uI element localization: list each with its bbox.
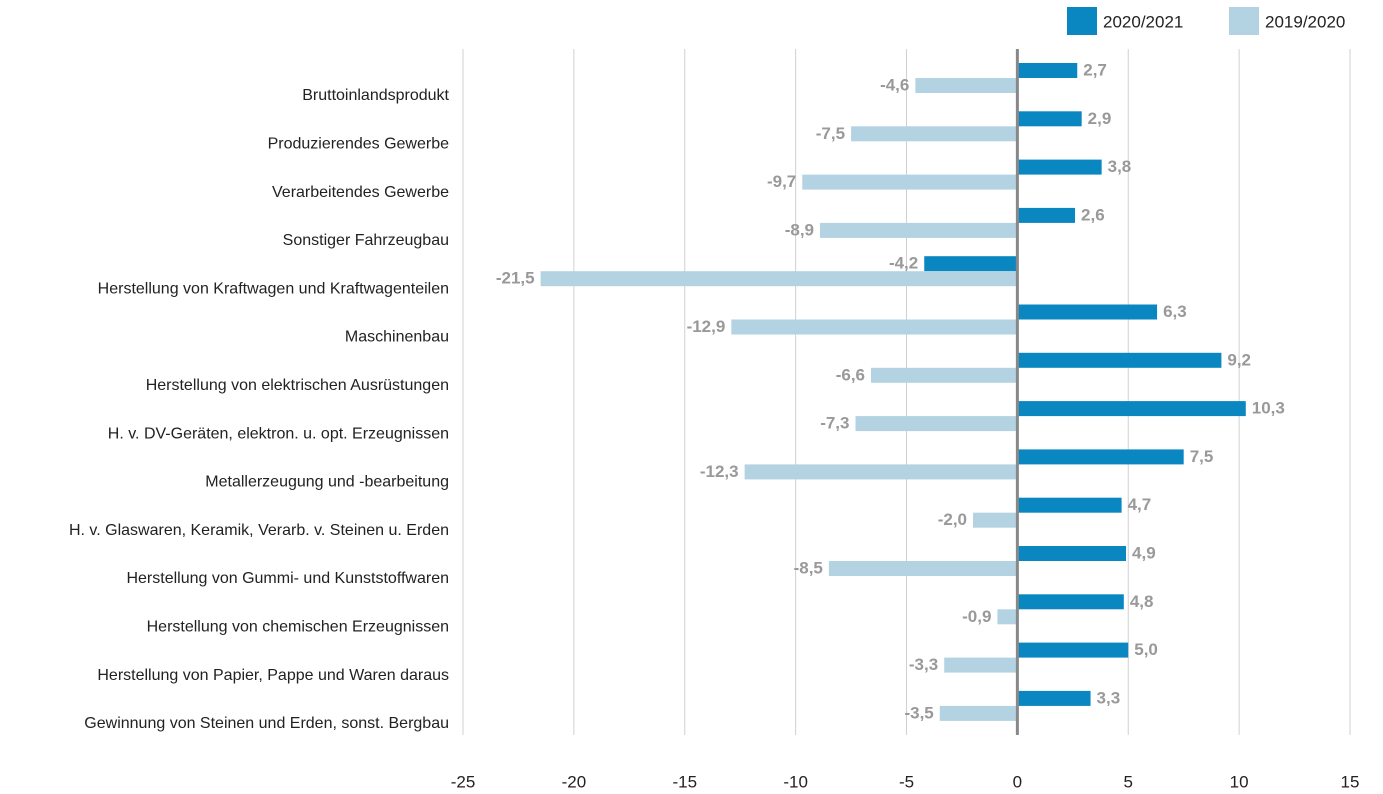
value-label: 2,7	[1083, 60, 1107, 79]
value-label: -12,9	[687, 317, 726, 336]
value-label: 3,3	[1097, 688, 1121, 707]
value-label: -7,3	[820, 414, 849, 433]
category-label: H. v. DV-Geräten, elektron. u. opt. Erze…	[108, 425, 449, 442]
value-label: 2,6	[1081, 205, 1105, 224]
bar	[744, 464, 1018, 480]
legend-label: 2020/2021	[1103, 12, 1183, 31]
value-label: -12,3	[700, 462, 739, 481]
bar	[820, 222, 1018, 238]
category-label: Herstellung von Gummi- und Kunststoffwar…	[126, 570, 449, 587]
value-label: -4,6	[880, 75, 909, 94]
bar	[915, 78, 1018, 93]
bar	[997, 609, 1018, 625]
x-tick-label: -5	[899, 772, 914, 791]
bar	[1017, 207, 1076, 223]
category-label: Sonstiger Fahrzeugbau	[283, 232, 449, 249]
bar	[1017, 159, 1102, 175]
x-tick-label: 10	[1230, 772, 1249, 791]
value-label: 5,0	[1134, 640, 1158, 659]
category-label: Gewinnung von Steinen und Erden, sonst. …	[84, 715, 449, 732]
x-tick-label: -15	[672, 772, 697, 791]
bar	[1017, 63, 1078, 78]
category-label: Herstellung von Kraftwagen und Kraftwage…	[98, 280, 449, 297]
value-label: -0,9	[962, 607, 991, 626]
bar	[828, 561, 1018, 576]
value-label: 3,8	[1108, 157, 1132, 176]
bar	[1017, 449, 1184, 465]
bar	[731, 319, 1018, 335]
category-label: Maschinenbau	[345, 329, 449, 346]
value-label: -3,5	[904, 703, 933, 722]
bar	[851, 126, 1018, 142]
x-tick-label: 5	[1124, 772, 1133, 791]
bar	[1017, 642, 1129, 658]
bar	[1017, 594, 1124, 610]
value-label: 2,9	[1088, 109, 1112, 128]
bar	[1017, 690, 1091, 706]
value-label: 9,2	[1227, 350, 1251, 369]
bar	[924, 256, 1018, 272]
value-label: -3,3	[909, 655, 938, 674]
category-label: H. v. Glaswaren, Keramik, Verarb. v. Ste…	[69, 522, 449, 539]
bar	[871, 367, 1018, 383]
category-label: Verarbeitendes Gewerbe	[272, 184, 449, 201]
value-label: -8,9	[785, 220, 814, 239]
x-tick-label: -20	[562, 772, 587, 791]
legend-label: 2019/2020	[1265, 12, 1345, 31]
category-label: Herstellung von chemischen Erzeugnissen	[147, 619, 449, 636]
value-label: -7,5	[816, 124, 845, 143]
bar	[1017, 546, 1127, 561]
bar	[939, 705, 1018, 721]
category-label: Herstellung von Papier, Pappe und Waren …	[97, 667, 449, 684]
value-label: 6,3	[1163, 302, 1187, 321]
category-label: Bruttoinlandsprodukt	[302, 87, 449, 104]
category-label: Herstellung von elektrischen Ausrüstunge…	[146, 377, 449, 394]
bar	[1017, 497, 1122, 513]
bar	[1017, 304, 1158, 320]
value-label: -21,5	[496, 269, 535, 288]
value-label: 4,8	[1130, 592, 1154, 611]
value-label: -8,5	[794, 558, 823, 577]
value-label: -9,7	[767, 172, 796, 191]
value-label: 7,5	[1190, 447, 1214, 466]
value-label: 4,7	[1128, 495, 1152, 514]
x-tick-label: -10	[783, 772, 808, 791]
value-label: -4,2	[889, 254, 918, 273]
x-tick-label: 0	[1013, 772, 1022, 791]
value-label: 4,9	[1132, 543, 1156, 562]
bar	[944, 657, 1018, 673]
bar	[855, 416, 1018, 432]
bar	[973, 512, 1018, 528]
x-tick-label: -25	[451, 772, 476, 791]
bar	[1017, 352, 1222, 368]
bar	[1017, 111, 1082, 127]
category-label: Produzierendes Gewerbe	[268, 136, 450, 153]
value-label: -2,0	[938, 510, 967, 529]
x-tick-label: 15	[1341, 772, 1360, 791]
bar	[540, 271, 1018, 287]
category-label: Metallerzeugung und -bearbeitung	[205, 474, 449, 491]
legend-swatch	[1067, 7, 1097, 35]
bar	[802, 174, 1018, 190]
legend-swatch	[1229, 7, 1259, 35]
value-label: 10,3	[1252, 399, 1285, 418]
value-label: -6,6	[836, 365, 865, 384]
bar	[1017, 401, 1246, 417]
